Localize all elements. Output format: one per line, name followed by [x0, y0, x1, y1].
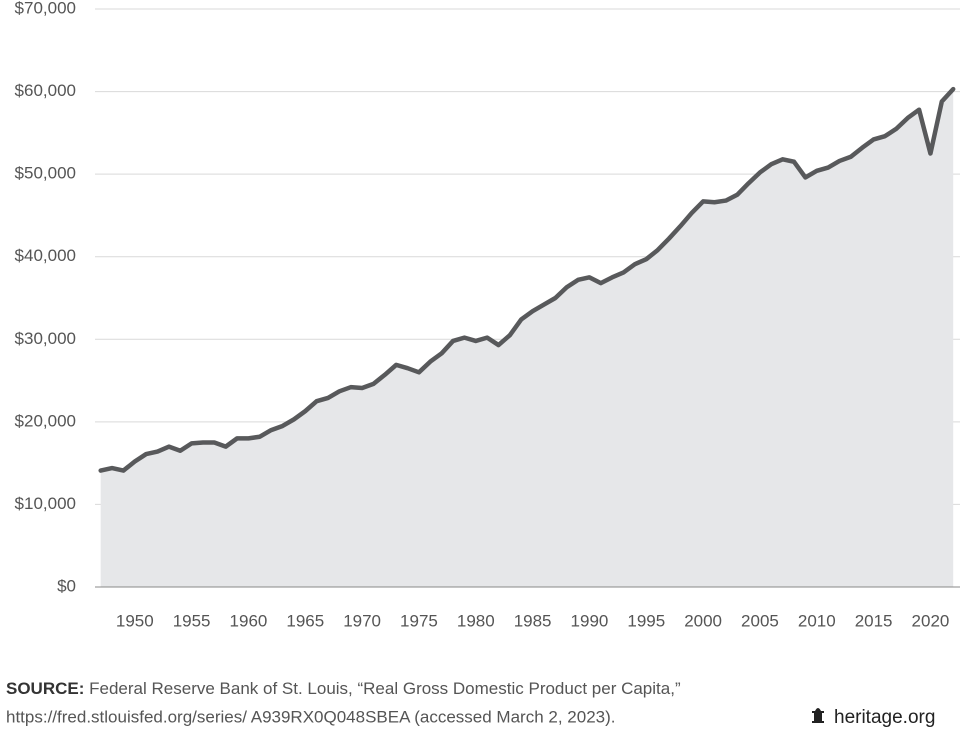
x-tick-label: 1950 — [116, 611, 154, 630]
x-tick-label: 2000 — [684, 611, 722, 630]
source-label: SOURCE: — [6, 679, 84, 698]
x-tick-label: 2010 — [798, 611, 836, 630]
x-tick-label: 1970 — [343, 611, 381, 630]
source-line: Federal Reserve Bank of St. Louis, “Real… — [89, 679, 681, 698]
x-tick-label: 1980 — [457, 611, 495, 630]
x-tick-label: 1960 — [230, 611, 268, 630]
source-line: https://fred.stlouisfed.org/series/ A939… — [6, 707, 616, 726]
y-tick-label: $70,000 — [15, 0, 76, 17]
x-tick-label: 1990 — [571, 611, 609, 630]
y-tick-label: $10,000 — [15, 494, 76, 513]
x-tick-label: 1995 — [627, 611, 665, 630]
x-tick-label: 1985 — [514, 611, 552, 630]
source: SOURCE: Federal Reserve Bank of St. Loui… — [6, 679, 681, 698]
y-tick-label: $20,000 — [15, 411, 76, 430]
y-tick-label: $0 — [57, 576, 76, 595]
y-tick-label: $50,000 — [15, 164, 76, 183]
y-tick-label: $40,000 — [15, 246, 76, 265]
x-tick-label: 2015 — [855, 611, 893, 630]
brand-text: heritage.org — [834, 707, 935, 728]
y-tick-label: $30,000 — [15, 329, 76, 348]
area — [100, 89, 954, 587]
brand-icon — [812, 708, 824, 723]
x-tick-label: 2020 — [912, 611, 950, 630]
x-tick-label: 1965 — [286, 611, 324, 630]
x-tick-label: 1975 — [400, 611, 438, 630]
y-tick-label: $60,000 — [15, 81, 76, 100]
x-tick-label: 1955 — [173, 611, 211, 630]
line — [98, 86, 956, 473]
x-tick-label: 2005 — [741, 611, 779, 630]
brand: heritage.org — [812, 707, 935, 728]
